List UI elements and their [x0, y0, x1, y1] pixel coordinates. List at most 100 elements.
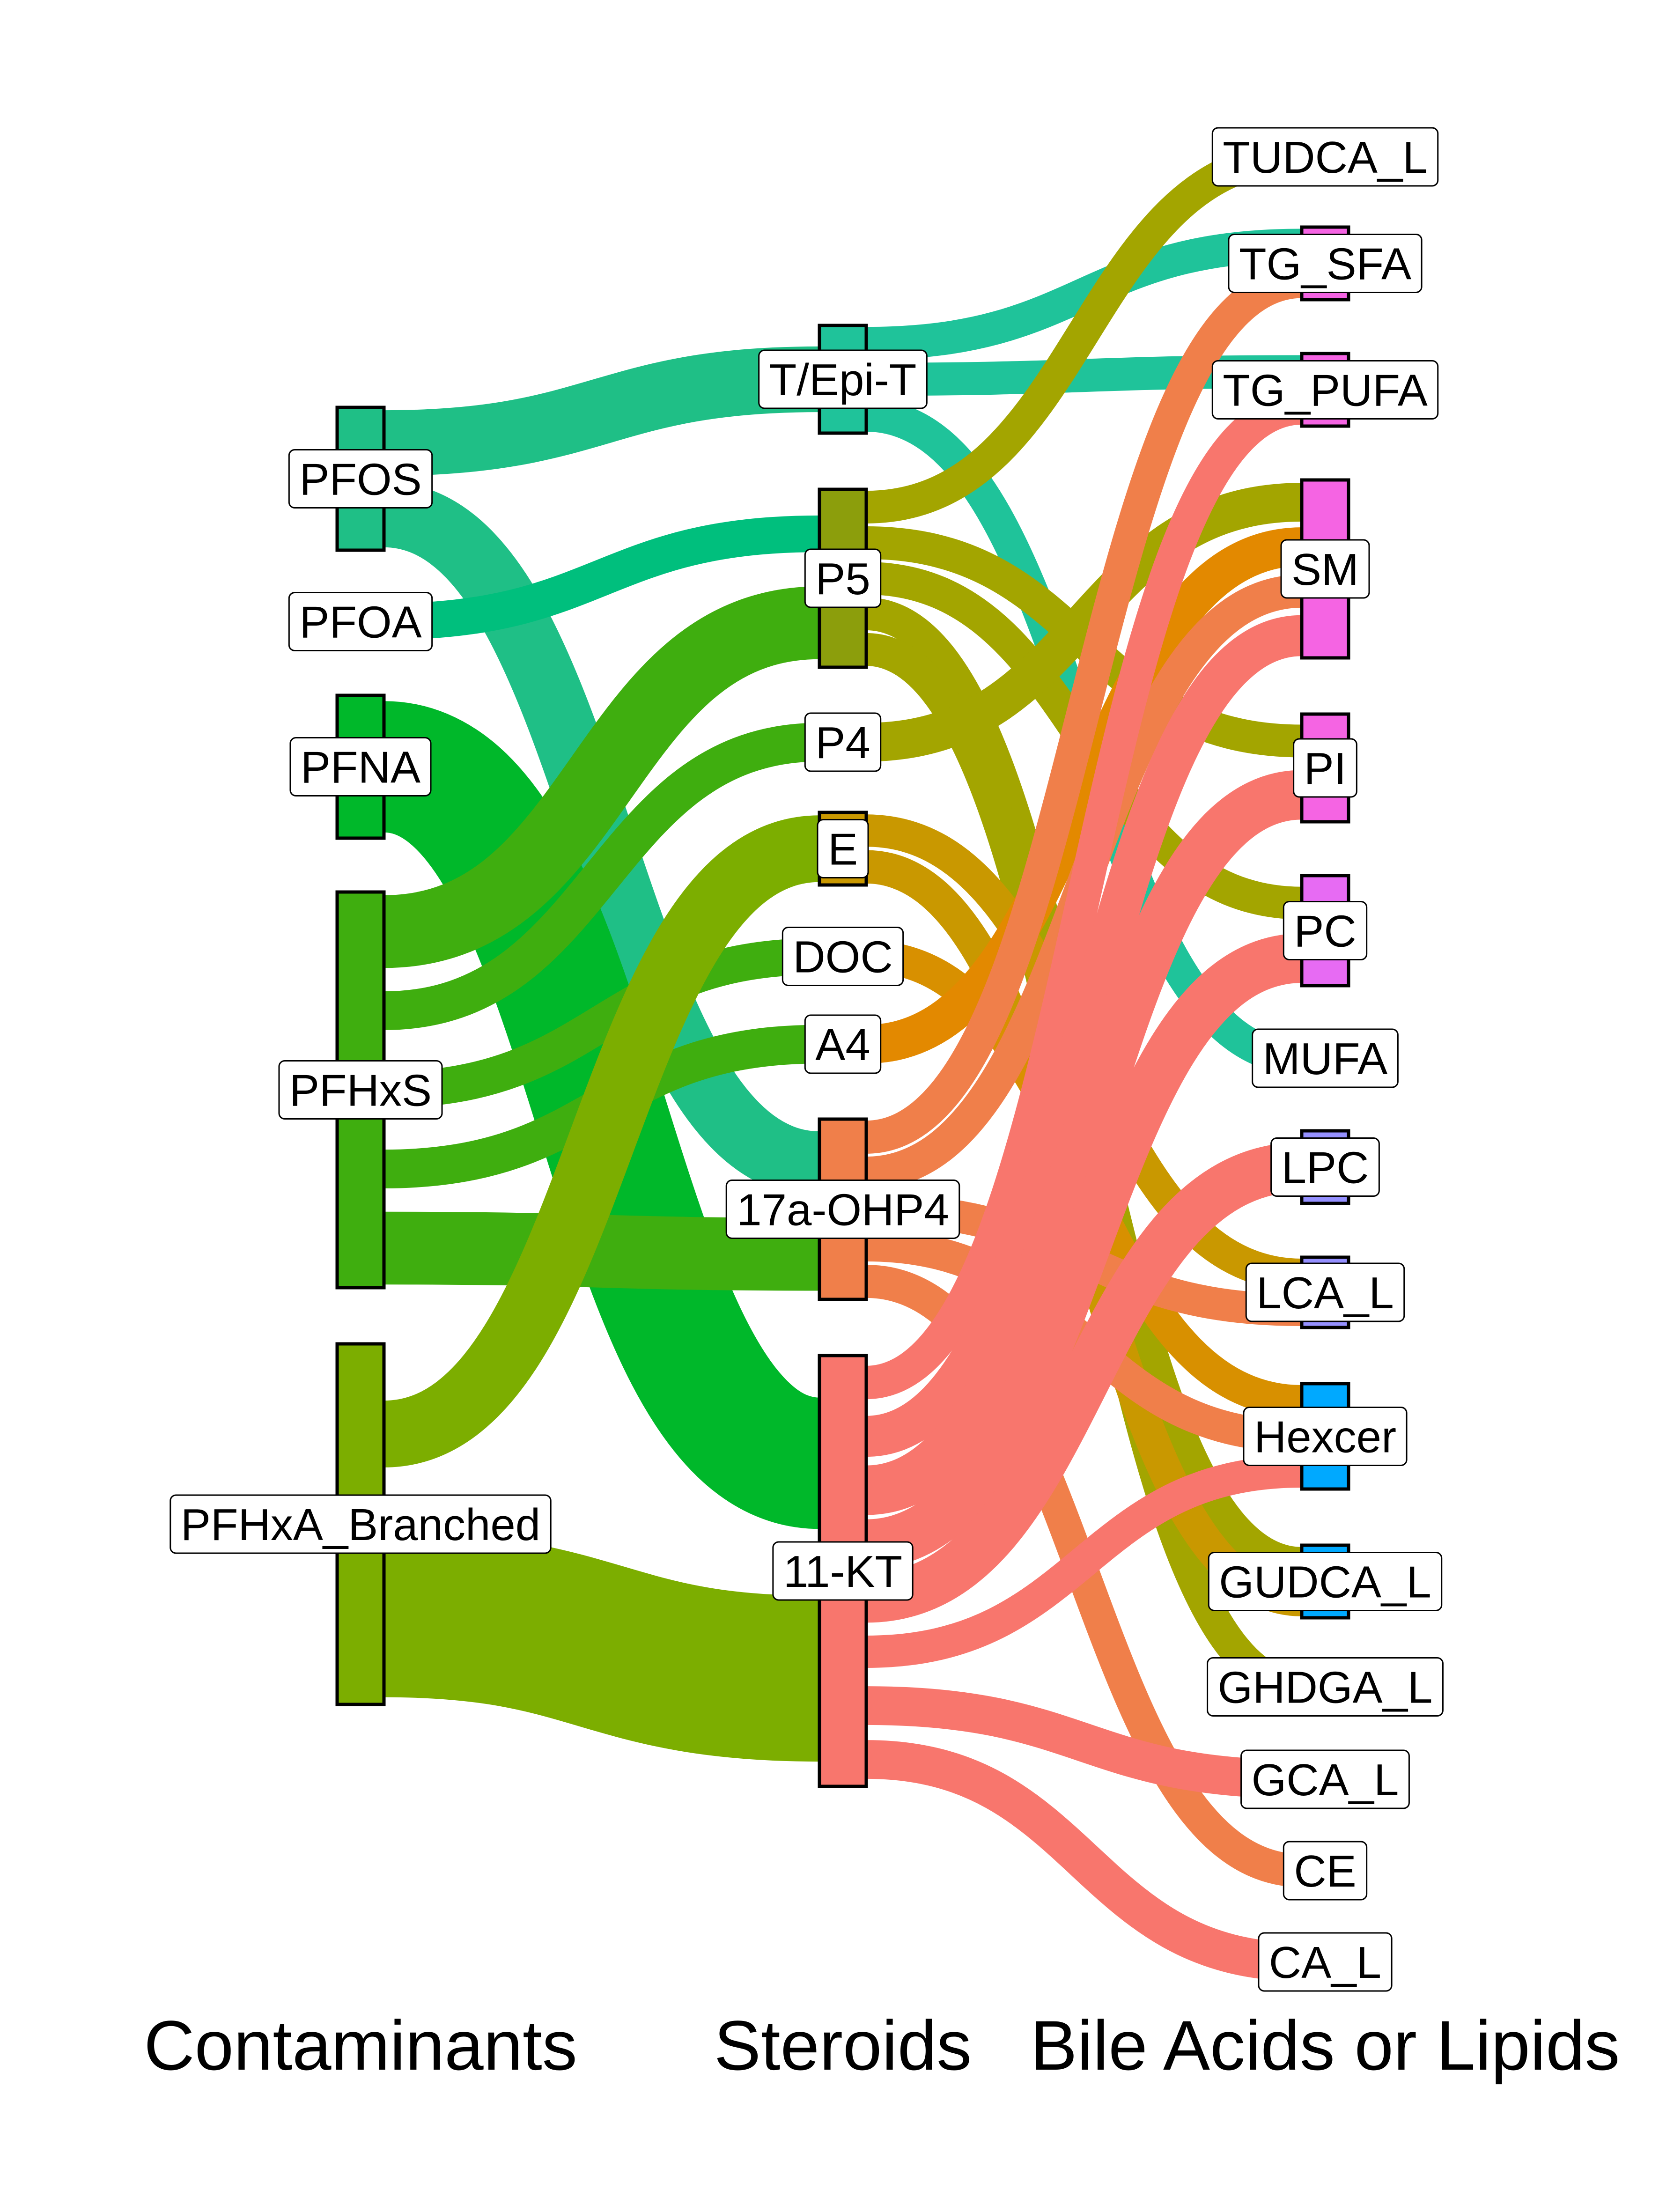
- node-label-text: CE: [1294, 1846, 1356, 1896]
- node-label-tg-sfa: TG_SFA: [1228, 234, 1423, 293]
- node-label-text: T/Epi-T: [769, 355, 917, 405]
- node-label-box: [170, 1494, 552, 1554]
- node-label-box: [1283, 901, 1368, 960]
- node-label-box: [1208, 1552, 1443, 1611]
- node-label-box: [1270, 1137, 1380, 1197]
- node-label-pc: PC: [1283, 901, 1368, 960]
- node-label-text: E: [828, 825, 858, 875]
- node-label-text: P5: [815, 554, 870, 604]
- node-label-box: [758, 349, 928, 409]
- node-label-p5: P5: [804, 548, 882, 608]
- node-label-text: TG_SFA: [1239, 239, 1411, 289]
- node-label-text: 17a-OHP4: [737, 1185, 949, 1235]
- node-label-box: [1207, 1657, 1444, 1717]
- axis-label-outcomes: Bile Acids or Lipids: [1031, 2006, 1620, 2085]
- node-label-text: Hexcer: [1254, 1412, 1396, 1462]
- flow-pfos-to-t-epi-t: [383, 346, 820, 476]
- node-label-t-epi-t: T/Epi-T: [758, 349, 928, 409]
- flow-pfhxs-to-p5: [383, 586, 820, 968]
- node-label-11-kt: 11-KT: [772, 1541, 914, 1601]
- node-label-text: PC: [1294, 907, 1356, 957]
- node-label-box: [804, 548, 882, 608]
- node-label-text: P4: [815, 718, 870, 768]
- flow-11-kt-to-ca-l: [866, 1740, 1302, 1982]
- node-label-text: LCA_L: [1256, 1268, 1394, 1318]
- node-label-a4: A4: [804, 1014, 882, 1074]
- node-label-tg-pufa: TG_PUFA: [1211, 360, 1439, 420]
- flow-pfhxa-branched-to-e: [383, 815, 821, 1467]
- node-label-sm: SM: [1280, 539, 1370, 599]
- node-label-pi: PI: [1293, 738, 1357, 798]
- node-label-box: [804, 1014, 882, 1074]
- node-label-text: CA_L: [1269, 1938, 1381, 1988]
- node-label-box: [1280, 539, 1370, 599]
- node-label-tudca-l: TUDCA_L: [1211, 127, 1439, 187]
- node-label-pfoa: PFOA: [288, 592, 433, 651]
- node-label-text: GHDGA_L: [1218, 1663, 1433, 1713]
- flow-pfhxa-branched-to-11-kt: [383, 1531, 820, 1762]
- node-label-text: DOC: [793, 932, 892, 982]
- flow-11-kt-to-gca-l: [866, 1686, 1302, 1799]
- flows-layer: [380, 140, 1303, 1982]
- flow-pfhxs-to-doc: [383, 938, 820, 1108]
- node-label-box: [1258, 1932, 1393, 1992]
- node-label-pfhxa-branched: PFHxA_Branched: [170, 1494, 552, 1554]
- node-label-17a-ohp4: 17a-OHP4: [725, 1180, 960, 1239]
- node-label-ghdga-l: GHDGA_L: [1207, 1657, 1444, 1717]
- node-label-text: PFOS: [299, 455, 421, 505]
- node-label-gca-l: GCA_L: [1240, 1749, 1410, 1809]
- node-label-text: GUDCA_L: [1219, 1557, 1431, 1607]
- node-label-text: PI: [1304, 744, 1347, 794]
- node-label-text: PFHxA_Branched: [181, 1500, 540, 1550]
- node-label-box: [1228, 234, 1423, 293]
- flow-a4-to-sm: [866, 527, 1302, 1064]
- node-label-text: PFOA: [299, 597, 421, 648]
- node-label-ce: CE: [1283, 1841, 1368, 1901]
- node-label-box: [1240, 1749, 1410, 1809]
- node-label-box: [1211, 360, 1439, 420]
- flow-t-epi-t-to-tg-sfa: [866, 229, 1302, 360]
- flow-17a-ohp4-to-tg-sfa: [865, 265, 1303, 1154]
- node-label-text: LPC: [1282, 1143, 1369, 1193]
- node-labels-layer: PFOS PFOA PFNA PFHxS PFHxA_Branched T/Epi-T P5…: [170, 127, 1444, 1992]
- flow-11-kt-to-pi: [865, 770, 1303, 1515]
- flow-pfoa-to-p5: [383, 515, 820, 640]
- axis-label-steroids: Steroids: [714, 2006, 972, 2085]
- node-label-hexcer: Hexcer: [1243, 1407, 1408, 1466]
- node-label-pfos: PFOS: [288, 449, 433, 509]
- flow-pfhxs-to-p4: [383, 723, 820, 1030]
- node-label-box: [1243, 1407, 1408, 1466]
- node-label-box: [1293, 738, 1357, 798]
- flow-11-kt-to-lpc: [865, 1142, 1303, 1623]
- node-label-pfna: PFNA: [289, 737, 432, 796]
- flow-11-kt-to-pc: [865, 933, 1303, 1569]
- node-label-lpc: LPC: [1270, 1137, 1380, 1197]
- node-label-box: [1211, 127, 1439, 187]
- node-label-text: GCA_L: [1252, 1755, 1399, 1805]
- node-label-p4: P4: [804, 712, 882, 772]
- axis-label-contaminants: Contaminants: [144, 2006, 577, 2085]
- node-label-box: [772, 1541, 914, 1601]
- node-label-box: [278, 1060, 443, 1120]
- node-label-box: [1252, 1028, 1399, 1088]
- node-label-e: E: [817, 819, 869, 878]
- flow-11-kt-to-sm: [865, 615, 1303, 1457]
- node-label-text: PFHxS: [289, 1066, 432, 1116]
- node-label-box: [289, 737, 432, 796]
- node-label-box: [804, 712, 882, 772]
- node-label-box: [288, 449, 433, 509]
- node-label-gudca-l: GUDCA_L: [1208, 1552, 1443, 1611]
- node-label-box: [1283, 1841, 1368, 1901]
- node-label-text: SM: [1291, 545, 1359, 595]
- node-label-doc: DOC: [782, 927, 904, 986]
- node-label-text: TG_PUFA: [1223, 366, 1427, 416]
- node-label-mufa: MUFA: [1252, 1028, 1399, 1088]
- flow-11-kt-to-tg-pufa: [865, 391, 1303, 1400]
- node-label-box: [725, 1180, 960, 1239]
- flow-p4-to-sm: [866, 483, 1302, 762]
- node-label-pfhxs: PFHxS: [278, 1060, 443, 1120]
- node-label-text: A4: [815, 1020, 870, 1070]
- node-label-box: [1245, 1262, 1405, 1322]
- node-label-text: 11-KT: [783, 1547, 902, 1597]
